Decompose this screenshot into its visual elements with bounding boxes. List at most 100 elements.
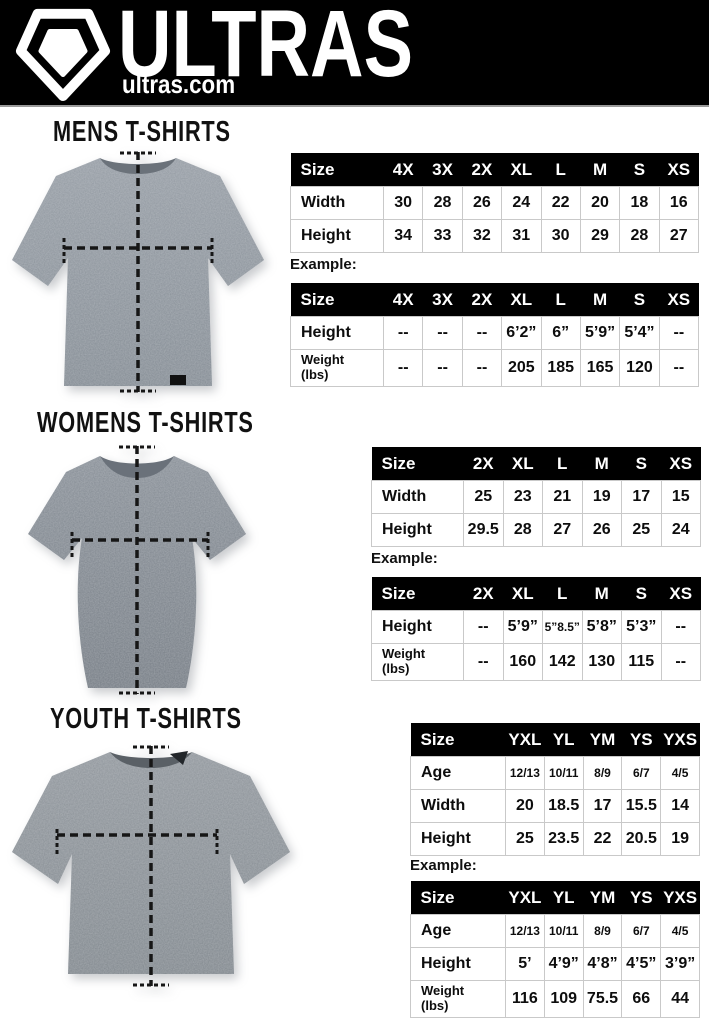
table-header-row: Size 2X XL L M S XS	[371, 577, 701, 611]
section-title-mens: MENS T-SHIRTS	[53, 116, 231, 148]
mens-size-table: Size 4X 3X 2X XL L M S XS Width 30 28 26 24 22 20 18 16 He…	[290, 153, 700, 253]
header-cell-size: 4X	[383, 283, 423, 317]
value-cell: 28	[502, 513, 543, 547]
value-cell: --	[658, 316, 700, 350]
value-cell: --	[463, 643, 504, 681]
value-cell: 6/7	[621, 914, 662, 948]
value-cell: 20	[579, 186, 621, 220]
table-row: Age 12/13 10/11 8/9 6/7 4/5	[410, 914, 700, 948]
value-cell: 25	[463, 480, 504, 514]
value-cell: 31	[501, 219, 542, 253]
ultras-pentagon-logo-icon	[15, 8, 111, 102]
header-cell-size: L	[542, 577, 582, 611]
value-cell: 6”	[540, 316, 581, 350]
value-cell: 142	[542, 643, 583, 681]
value-cell: 14	[660, 789, 700, 823]
value-cell: 32	[461, 219, 503, 253]
row-label: Width	[290, 186, 384, 220]
header-cell-size: 2X	[463, 577, 503, 611]
value-cell: 22	[582, 822, 623, 856]
value-cell: 109	[543, 980, 584, 1018]
header-cell-size: XS	[661, 447, 701, 481]
value-cell: --	[422, 316, 463, 350]
measurement-lines	[70, 445, 210, 695]
value-cell: 75.5	[582, 980, 623, 1018]
table-row: Weight (lbs) -- 160 142 130 115 --	[371, 643, 701, 681]
value-cell: 28	[619, 219, 660, 253]
collar-tag	[170, 751, 188, 765]
header-cell-size: XL	[501, 283, 541, 317]
value-cell: 66	[621, 980, 662, 1018]
value-cell: 23.5	[543, 822, 584, 856]
value-cell: 5’9”	[579, 316, 621, 350]
header-cell-size: 2X	[463, 447, 503, 481]
table-row: Weight (lbs) 116 109 75.5 66 44	[410, 980, 700, 1018]
header-cell-label: Size	[371, 447, 464, 481]
table-header-row: Size 2X XL L M S XS	[371, 447, 701, 481]
value-cell: 16	[658, 186, 700, 220]
header-cell-size: YXL	[505, 723, 545, 757]
value-cell: 30	[540, 219, 581, 253]
value-cell: 120	[619, 349, 660, 387]
value-cell: 33	[422, 219, 463, 253]
value-cell: --	[382, 316, 424, 350]
header-cell-size: M	[582, 577, 622, 611]
value-cell: 25	[505, 822, 545, 856]
youth-tshirt-image	[12, 745, 290, 987]
value-cell: 24	[501, 186, 542, 220]
value-cell: --	[463, 610, 504, 644]
table-row: Height 25 23.5 22 20.5 19	[410, 822, 700, 856]
value-cell: --	[461, 349, 503, 387]
value-cell: 5”8.5”	[542, 610, 583, 644]
value-cell: 24	[660, 513, 701, 547]
row-label: Weight (lbs)	[371, 643, 464, 681]
value-cell: 25	[621, 513, 662, 547]
value-cell: --	[660, 643, 701, 681]
section-title-womens: WOMENS T-SHIRTS	[37, 407, 254, 439]
value-cell: 26	[581, 513, 622, 547]
header-cell-size: M	[580, 283, 620, 317]
header-cell-size: YS	[621, 881, 661, 915]
value-cell: 6/7	[621, 756, 662, 790]
value-cell: 4/5	[660, 756, 700, 790]
value-cell: 18	[619, 186, 660, 220]
header-cell-size: 4X	[383, 153, 423, 187]
row-label: Height	[371, 513, 464, 547]
value-cell: 4’5”	[621, 947, 662, 981]
value-cell: 23	[502, 480, 543, 514]
example-label: Example:	[371, 550, 438, 567]
header-cell-size: YS	[621, 723, 661, 757]
value-cell: 29	[579, 219, 621, 253]
brand-name: ULTRAS	[118, 0, 413, 97]
value-cell: 5’8”	[581, 610, 622, 644]
header-cell-size: XL	[503, 447, 543, 481]
table-row: Height 34 33 32 31 30 29 28 27	[290, 219, 700, 253]
row-label: Width	[371, 480, 464, 514]
header-cell-label: Size	[290, 153, 384, 187]
table-row: Age 12/13 10/11 8/9 6/7 4/5	[410, 756, 700, 790]
value-cell: 8/9	[582, 914, 623, 948]
value-cell: 12/13	[505, 914, 545, 948]
header-cell-size: L	[541, 283, 581, 317]
table-row: Height 5’ 4’9” 4’8” 4’5” 3’9”	[410, 947, 700, 981]
value-cell: --	[461, 316, 503, 350]
womens-size-table: Size 2X XL L M S XS Width 25 23 21 19 17 15 Height 29.5…	[371, 447, 701, 547]
header-cell-size: M	[580, 153, 620, 187]
value-cell: 10/11	[543, 756, 584, 790]
header-cell-label: Size	[410, 723, 506, 757]
mens-tshirt-image	[12, 151, 264, 393]
row-label: Height	[290, 316, 384, 350]
youth-example-table: Size YXL YL YM YS YXS Age 12/13 10/11 8/9 6/7 4/5 He…	[410, 881, 700, 1018]
value-cell: 10/11	[543, 914, 584, 948]
value-cell: 130	[581, 643, 622, 681]
value-cell: 5’	[505, 947, 545, 981]
site-url: ultras.com	[122, 69, 236, 99]
value-cell: --	[422, 349, 463, 387]
value-cell: 5’9”	[502, 610, 543, 644]
example-label: Example:	[410, 857, 477, 874]
table-row: Height -- -- -- 6’2” 6” 5’9” 5’4” --	[290, 316, 700, 350]
value-cell: 12/13	[505, 756, 545, 790]
row-label: Age	[410, 756, 506, 790]
table-row: Weight (lbs) -- -- -- 205 185 165 120 --	[290, 349, 700, 387]
row-label: Height	[410, 822, 506, 856]
